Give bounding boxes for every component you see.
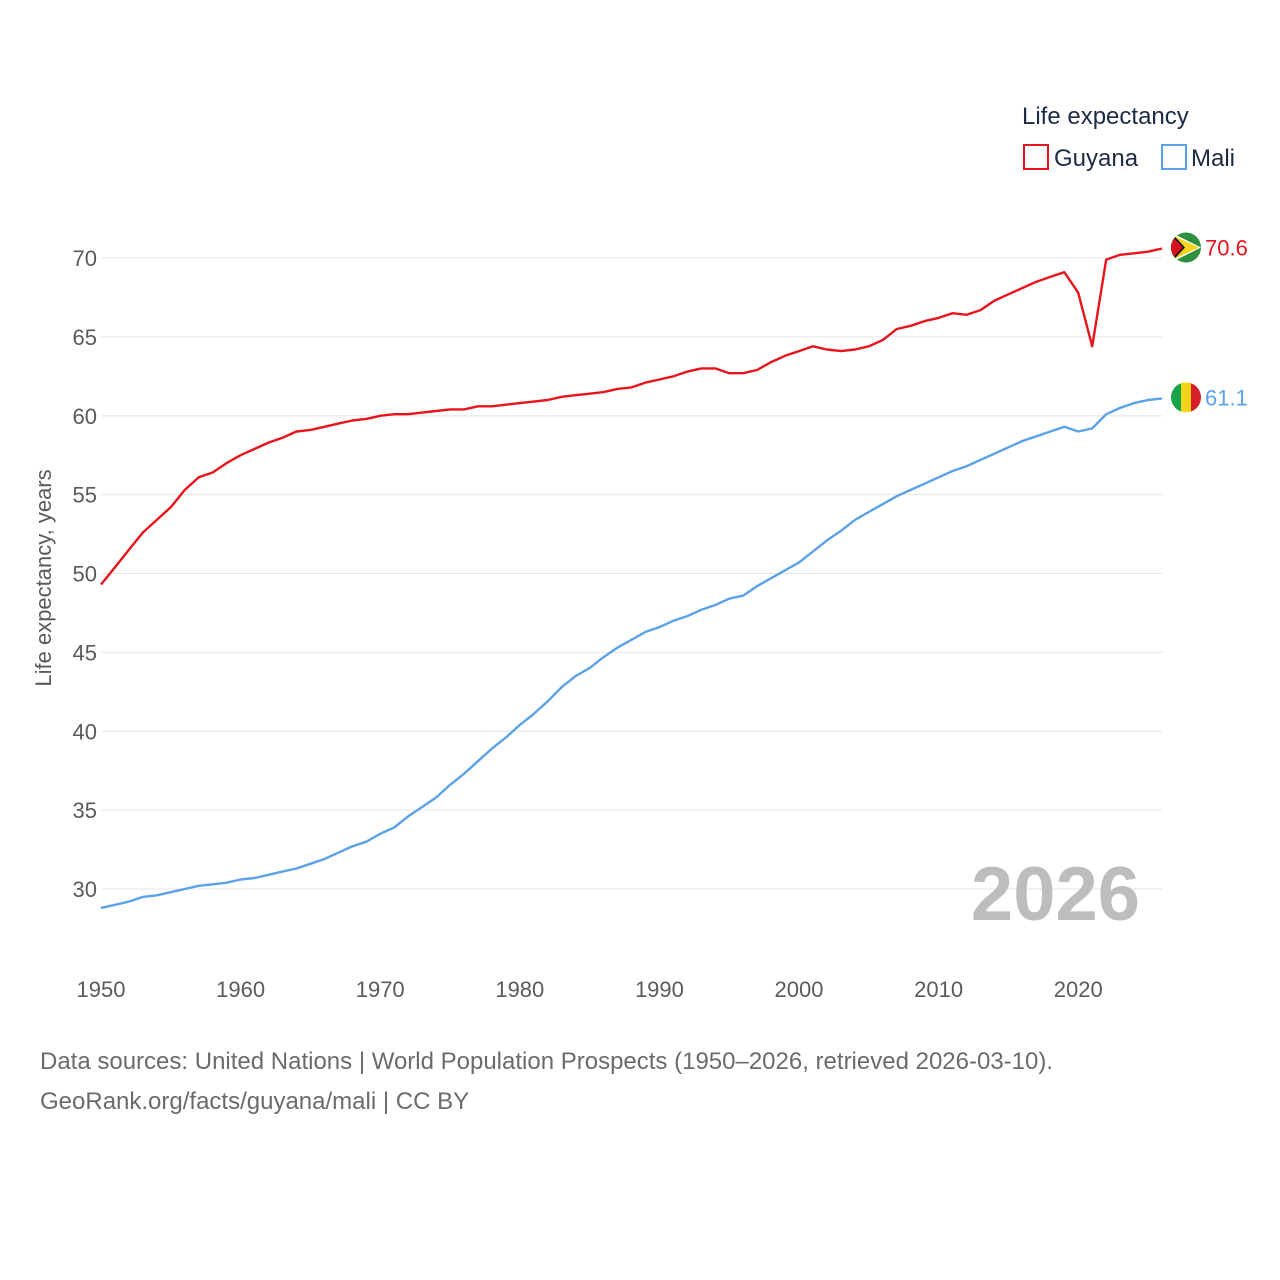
series-lines: [100, 247, 1163, 910]
mali-flag-icon: [1171, 382, 1201, 413]
guyana-flag-icon: [1171, 232, 1201, 263]
x-tick-label-1980: 1980: [495, 977, 544, 1002]
series-line-guyana[interactable]: [100, 247, 1163, 586]
legend[interactable]: Life expectancy Guyana Mali: [1022, 103, 1235, 172]
y-tick-label-65: 65: [73, 325, 97, 350]
x-tick-label-1960: 1960: [216, 977, 265, 1002]
x-tick-label-1990: 1990: [635, 977, 684, 1002]
legend-label-mali: Mali: [1191, 145, 1235, 172]
year-watermark: 2026: [971, 852, 1140, 937]
y-tick-label-40: 40: [73, 719, 97, 744]
x-tick-label-2010: 2010: [914, 977, 963, 1002]
end-value-label-mali: 61.1: [1205, 385, 1248, 410]
legend-item-guyana[interactable]: Guyana: [1023, 144, 1139, 172]
y-tick-label-55: 55: [73, 483, 97, 508]
legend-swatch-mali: [1161, 144, 1187, 170]
y-axis-title: Life expectancy, years: [31, 469, 56, 686]
legend-title: Life expectancy: [1022, 103, 1189, 130]
y-tick-label-60: 60: [73, 404, 97, 429]
data-source-footer: Data sources: United Nations | World Pop…: [40, 1042, 1053, 1122]
x-axis-ticks: 1950 1960 1970 1980 1990 2000 2010 2020: [77, 977, 1103, 1002]
legend-swatch-guyana: [1023, 144, 1049, 170]
y-tick-label-70: 70: [73, 246, 97, 271]
x-tick-label-1950: 1950: [77, 977, 126, 1002]
legend-item-mali[interactable]: Mali: [1161, 144, 1235, 172]
credit-line: GeoRank.org/facts/guyana/mali | CC BY: [40, 1088, 470, 1115]
grid: [101, 257, 1162, 890]
x-tick-label-2020: 2020: [1054, 977, 1103, 1002]
legend-label-guyana: Guyana: [1054, 145, 1139, 172]
source-line: Data sources: United Nations | World Pop…: [40, 1048, 1054, 1075]
line-chart: 30 35 40 45 50 55 60 65 70 1950 1960 1970 1980 1990 2…: [31, 103, 1248, 1002]
y-tick-label-30: 30: [73, 877, 97, 902]
end-value-label-guyana: 70.6: [1205, 236, 1248, 261]
y-tick-label-35: 35: [73, 798, 97, 823]
y-tick-label-45: 45: [73, 640, 97, 665]
y-tick-label-50: 50: [73, 562, 97, 587]
y-axis-ticks: 30 35 40 45 50 55 60 65 70: [73, 246, 97, 902]
series-endpoints: 70.6 61.1: [1171, 232, 1248, 413]
x-tick-label-1970: 1970: [356, 977, 405, 1002]
series-line-mali[interactable]: [100, 397, 1163, 910]
x-tick-label-2000: 2000: [775, 977, 824, 1002]
